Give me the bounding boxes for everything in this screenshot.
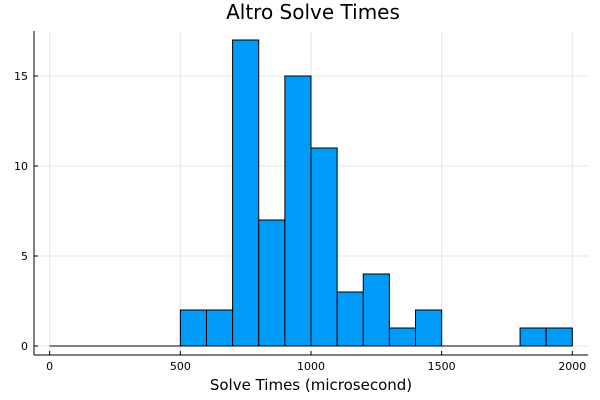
x-tick-label: 1000 [297, 360, 325, 373]
y-tick-label: 5 [21, 250, 28, 263]
y-tick-label: 15 [14, 70, 28, 83]
y-ticks: 0 5 10 15 [14, 70, 38, 353]
x-tick-label: 0 [46, 360, 53, 373]
x-tick-label: 1500 [428, 360, 456, 373]
histogram-bar [336, 291, 364, 347]
x-ticks: 0 500 1000 1500 2000 [46, 351, 586, 373]
histogram-bar [310, 147, 338, 347]
histogram-bar [545, 327, 573, 347]
histogram-bar [179, 309, 207, 347]
x-axis-label: Solve Times (microsecond) [210, 376, 412, 394]
bars-group [49, 39, 573, 347]
histogram-bar [258, 219, 286, 347]
histogram-bar [415, 309, 443, 347]
histogram-bar [284, 75, 312, 347]
y-tick-label: 0 [21, 340, 28, 353]
histogram-bar [388, 327, 417, 347]
histogram-bar [232, 39, 260, 347]
histogram-bar [362, 273, 390, 347]
y-tick-label: 10 [14, 160, 28, 173]
x-tick-label: 2000 [558, 360, 586, 373]
histogram-bar [519, 327, 547, 347]
x-tick-label: 500 [170, 360, 191, 373]
histogram-bar [205, 309, 234, 347]
chart-title: Altro Solve Times [226, 0, 400, 24]
